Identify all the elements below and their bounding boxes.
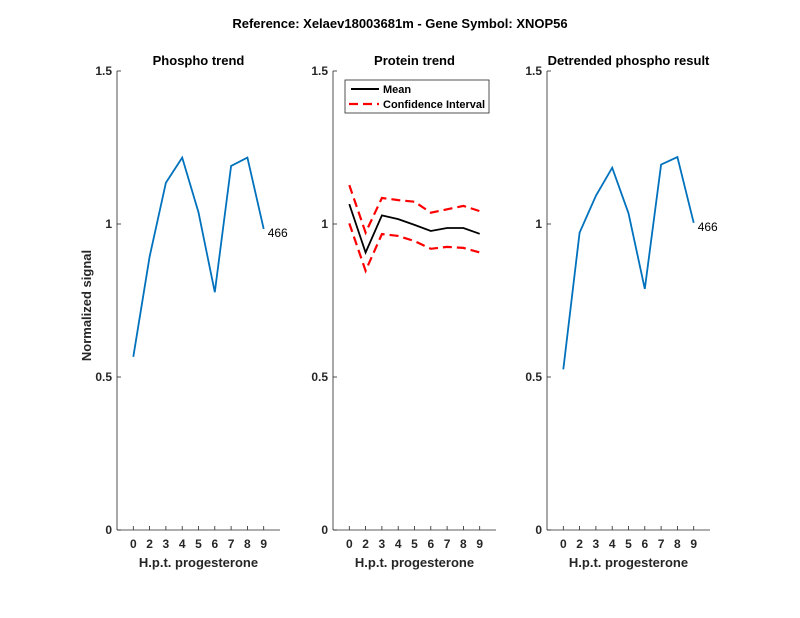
y-tick-label: 1.5 <box>525 64 542 78</box>
x-tick-label: 5 <box>625 537 632 551</box>
x-tick-label: 0 <box>130 537 137 551</box>
series-line-466 <box>562 155 695 370</box>
x-axis-label: H.p.t. progesterone <box>139 555 258 570</box>
x-tick-label: 8 <box>460 537 467 551</box>
series-end-label: 466 <box>698 220 718 234</box>
x-tick-label: 6 <box>641 537 648 551</box>
series-end-label: 466 <box>268 226 288 240</box>
x-tick-label: 4 <box>179 537 186 551</box>
series-line-mean <box>348 203 481 255</box>
x-tick-label: 8 <box>674 537 681 551</box>
x-tick-label: 7 <box>658 537 665 551</box>
y-tick-label: 0 <box>321 523 328 537</box>
x-tick-label: 9 <box>260 537 267 551</box>
legend-box <box>344 79 490 114</box>
y-tick-label: 1 <box>535 217 542 231</box>
series-line-confidence-interval <box>348 184 481 236</box>
x-tick-label: 0 <box>560 537 567 551</box>
y-tick-label: 1 <box>105 217 112 231</box>
panel-title: Detrended phospho result <box>548 53 710 68</box>
x-tick-label: 5 <box>411 537 418 551</box>
x-axis-label: H.p.t. progesterone <box>355 555 474 570</box>
figure-title: Reference: Xelaev18003681m - Gene Symbol… <box>232 16 567 31</box>
legend-label: Mean <box>383 84 411 96</box>
panel-title: Protein trend <box>374 53 455 68</box>
x-axis-label: H.p.t. progesterone <box>569 555 688 570</box>
x-tick-label: 3 <box>379 537 386 551</box>
x-tick-label: 6 <box>211 537 218 551</box>
x-tick-label: 2 <box>362 537 369 551</box>
y-tick-label: 1.5 <box>95 64 112 78</box>
x-tick-label: 7 <box>228 537 235 551</box>
x-tick-label: 4 <box>395 537 402 551</box>
y-tick-label: 1 <box>321 217 328 231</box>
x-tick-label: 6 <box>427 537 434 551</box>
series-line-confidence-interval <box>348 223 480 274</box>
series-line-466 <box>132 155 265 357</box>
x-tick-label: 9 <box>476 537 483 551</box>
x-tick-label: 2 <box>146 537 153 551</box>
y-tick-label: 0 <box>535 523 542 537</box>
x-tick-label: 4 <box>609 537 616 551</box>
y-tick-label: 0.5 <box>525 370 542 384</box>
x-tick-label: 0 <box>346 537 353 551</box>
x-tick-label: 7 <box>444 537 451 551</box>
legend-label: Confidence Interval <box>383 99 485 111</box>
legend: Mean Confidence Interval <box>344 79 490 114</box>
x-tick-label: 5 <box>195 537 202 551</box>
x-tick-label: 9 <box>690 537 697 551</box>
y-axis-label: Normalized signal <box>79 250 94 361</box>
panel-title: Phospho trend <box>153 53 245 68</box>
y-tick-label: 0 <box>105 523 112 537</box>
x-tick-label: 8 <box>244 537 251 551</box>
y-tick-label: 1.5 <box>311 64 328 78</box>
x-tick-label: 3 <box>163 537 170 551</box>
x-tick-label: 3 <box>593 537 600 551</box>
x-tick-label: 2 <box>576 537 583 551</box>
y-tick-label: 0.5 <box>311 370 328 384</box>
y-tick-label: 0.5 <box>95 370 112 384</box>
